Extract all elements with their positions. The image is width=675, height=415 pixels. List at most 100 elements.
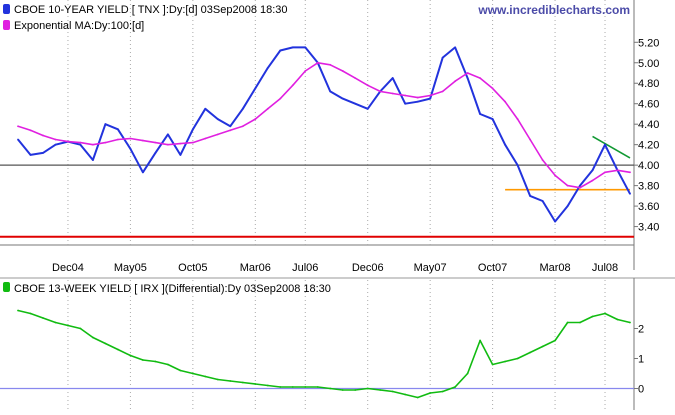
irx-differential-line-point xyxy=(117,348,119,351)
tnx-yield-line-point xyxy=(42,151,44,154)
irx-differential-line-point xyxy=(191,372,194,375)
legend-swatch-irx xyxy=(3,282,10,292)
ema-100-line-point xyxy=(579,186,581,189)
tnx-yield-line-point xyxy=(591,169,594,172)
irx-differential-line-point xyxy=(554,339,556,342)
irx-differential-line-point xyxy=(504,360,507,363)
irx-differential-line-point xyxy=(379,389,382,391)
tnx-yield-line-point xyxy=(104,123,107,126)
ema-100-line-point xyxy=(279,97,282,100)
irx-differential-line-point xyxy=(104,342,107,345)
irx-differential-line-point xyxy=(591,315,594,318)
irx-differential-line-point xyxy=(79,327,82,330)
tnx-yield-line-point xyxy=(79,143,82,146)
ema-100-line-point xyxy=(629,171,631,174)
ema-100-line-point xyxy=(54,138,57,141)
tnx-yield-line-point xyxy=(191,128,194,131)
ema-100-line-point xyxy=(316,61,319,64)
tnx-yield-line-point xyxy=(291,46,294,49)
ema-100-line-point xyxy=(141,139,144,142)
irx-differential-line-point xyxy=(92,336,94,339)
ema-100-line-point xyxy=(566,184,569,187)
y-tick-label: 4.20 xyxy=(638,140,659,152)
tnx-yield-line-point xyxy=(229,125,232,128)
tnx-yield-line-point xyxy=(266,66,269,69)
price-series xyxy=(17,46,631,223)
irx-differential-line-point xyxy=(404,393,407,396)
y-tick-label: 3.80 xyxy=(638,181,659,193)
irx-differential-line-point xyxy=(42,317,44,319)
price-reference-lines xyxy=(0,135,634,238)
irx-differential-line-point xyxy=(279,386,282,388)
diff-y-ticks: 0 1 2 xyxy=(634,324,644,396)
price-x-ticks: Dec04 May05 Oct05 Mar06 Jul06 Dec06 May07 Oct07… xyxy=(52,0,618,274)
x-tick-label: May05 xyxy=(114,262,147,274)
x-tick-label: Mar08 xyxy=(539,262,570,274)
legend-swatch-tnx xyxy=(3,4,10,14)
ema-100-line-point xyxy=(42,134,44,137)
ema-100-line-point xyxy=(529,138,531,141)
irx-differential-line-point xyxy=(54,321,57,324)
ema-100-line-point xyxy=(104,141,107,144)
price-legend: CBOE 10-YEAR YIELD [ TNX ]:Dy:[d] 03Sep2… xyxy=(3,4,288,32)
x-tick-label: Mar06 xyxy=(240,262,271,274)
tnx-yield-line-point xyxy=(554,220,556,223)
irx-differential-line-point xyxy=(316,386,319,388)
tnx-yield-line-point xyxy=(92,159,94,161)
ema-100-line-point xyxy=(29,129,32,132)
ema-100-line-point xyxy=(166,143,169,146)
irx-differential-line-point xyxy=(341,389,344,391)
tnx-yield-line-point xyxy=(579,184,581,187)
tnx-yield-line-point xyxy=(254,87,257,90)
ema-100-line-point xyxy=(241,125,244,128)
ema-100-line-point xyxy=(379,90,382,93)
irx-differential-line-point xyxy=(516,357,519,360)
irx-differential-line-point xyxy=(616,318,619,321)
tnx-yield-line-point xyxy=(141,171,144,174)
ema-100-line-point xyxy=(179,142,182,145)
ema-100-line-point xyxy=(616,169,619,172)
legend-swatch-ema xyxy=(3,20,10,30)
tnx-yield-line-point xyxy=(179,154,182,156)
ema-100-line-point xyxy=(491,87,494,90)
y-tick-label: 3.40 xyxy=(638,222,659,234)
tnx-yield-line-point xyxy=(391,77,394,80)
ema-100-line-point xyxy=(591,179,594,182)
ema-100-line-point xyxy=(92,143,94,146)
irx-differential-line-point xyxy=(604,312,606,315)
irx-differential-line-point xyxy=(579,321,581,324)
ema-100-line-point xyxy=(129,137,132,140)
tnx-yield-line-point xyxy=(241,107,244,110)
diff-series xyxy=(17,309,631,399)
ema-100-line-point xyxy=(454,80,457,83)
irx-differential-line-point xyxy=(216,378,219,381)
y-tick-label: 5.20 xyxy=(638,37,659,49)
tnx-yield-line-point xyxy=(204,107,207,110)
irx-differential-line-point xyxy=(304,386,307,388)
ema-100-line-point xyxy=(341,70,344,72)
tnx-yield-line-point xyxy=(341,97,344,100)
tnx-yield-line-point xyxy=(54,143,57,146)
tnx-yield-line-point xyxy=(366,107,369,110)
irx-differential-line-point xyxy=(229,380,232,382)
ema-100-line-point xyxy=(191,141,194,144)
irx-differential-line-point xyxy=(179,369,182,372)
y-tick-label: 3.60 xyxy=(638,201,659,213)
ema-100-line-point xyxy=(391,92,394,95)
tnx-yield-line-point xyxy=(629,192,631,195)
tnx-yield-line-point xyxy=(304,46,307,49)
ema-100-line-point xyxy=(416,96,419,99)
tnx-yield-line-point xyxy=(117,128,119,131)
diff-y-tick-label: 0 xyxy=(638,384,644,396)
irx-differential-line-point xyxy=(429,392,432,394)
ema-100-line-point xyxy=(554,174,556,177)
ema-100-line-point xyxy=(354,77,357,80)
ema-100-line-point xyxy=(404,94,407,97)
ema-100-line-point xyxy=(604,171,606,174)
irx-differential-line-point xyxy=(266,384,269,387)
irx-differential-line-point xyxy=(466,372,469,375)
x-tick-label: May07 xyxy=(414,262,447,274)
irx-differential-line-point xyxy=(629,321,631,324)
